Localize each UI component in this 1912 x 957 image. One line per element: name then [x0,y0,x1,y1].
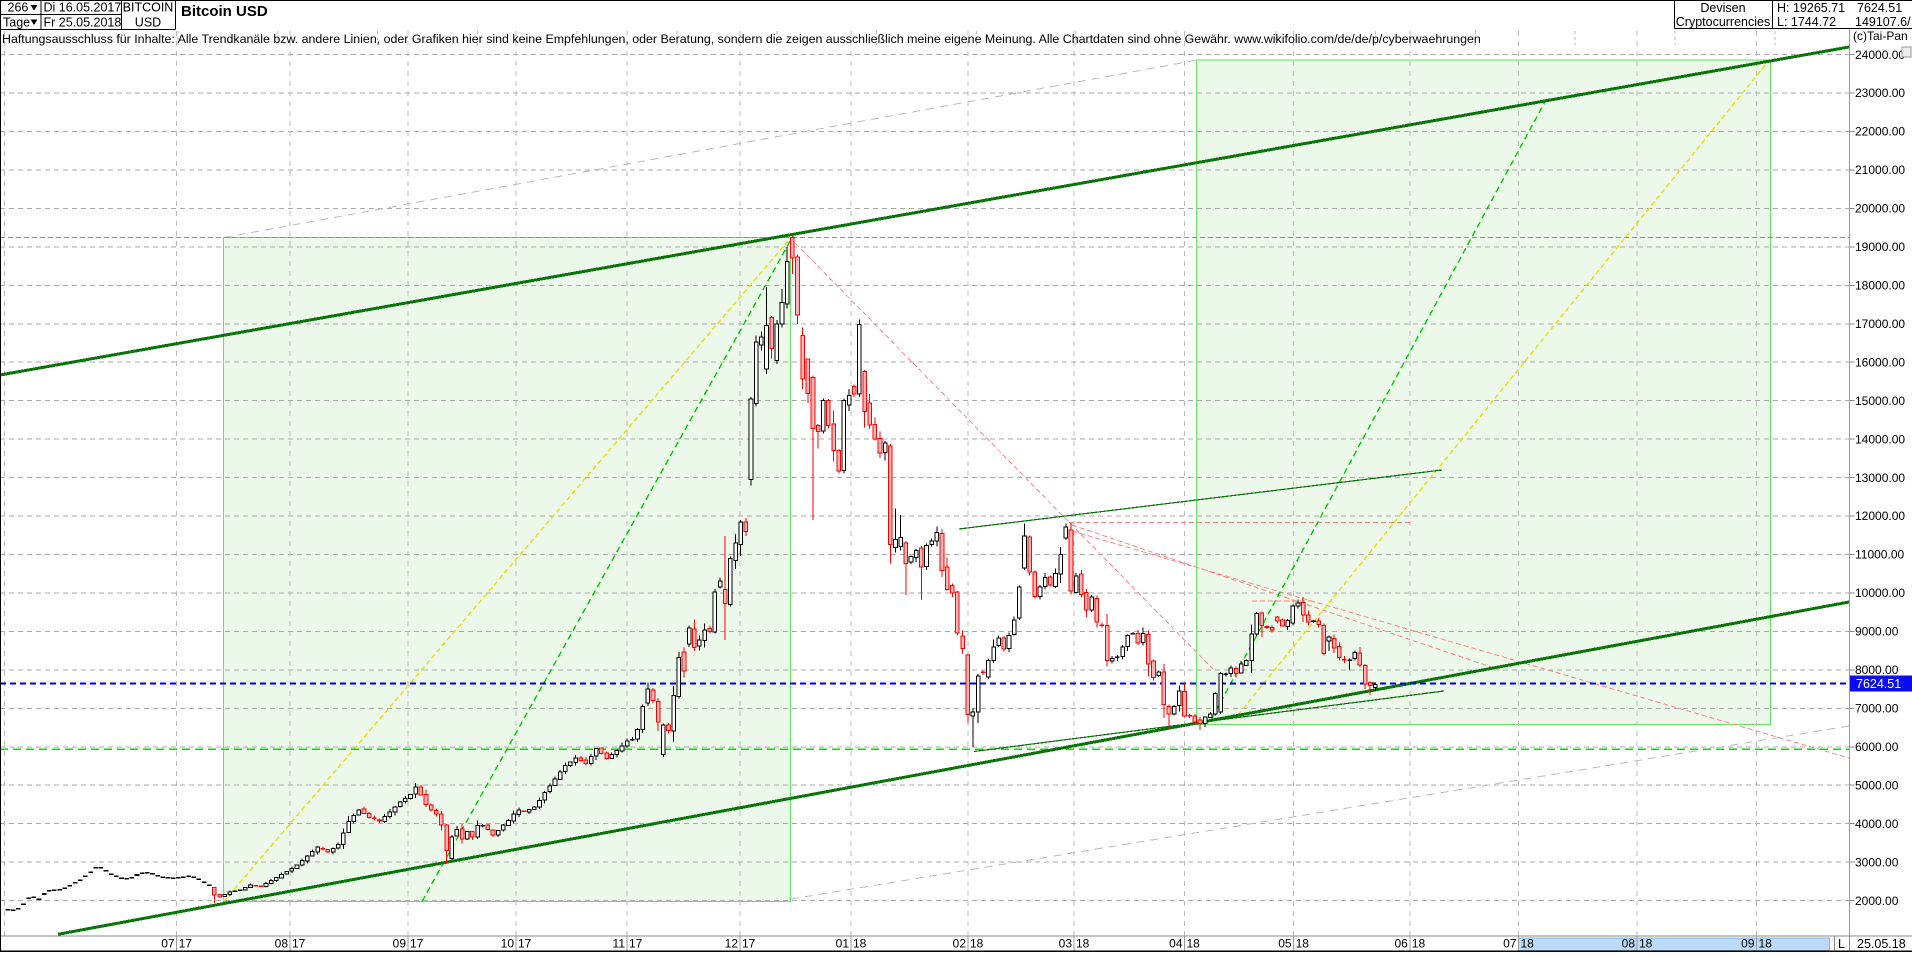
svg-text:Tage: Tage [3,16,30,30]
svg-text:17: 17 [179,937,193,951]
svg-text:17: 17 [410,937,424,951]
svg-text:17000.00: 17000.00 [1855,317,1905,331]
svg-text:6000.00: 6000.00 [1855,740,1899,754]
svg-text:23000.00: 23000.00 [1855,86,1905,100]
svg-text:08: 08 [275,937,289,951]
svg-text:09: 09 [1741,937,1755,951]
svg-text:18: 18 [970,937,984,951]
svg-text:22000.00: 22000.00 [1855,125,1905,139]
svg-text:10: 10 [501,937,515,951]
svg-text:18: 18 [1076,937,1090,951]
svg-text:01: 01 [836,937,850,951]
svg-text:5000.00: 5000.00 [1855,778,1899,792]
svg-text:3000.00: 3000.00 [1855,855,1899,869]
svg-text:H: 19265.71: H: 19265.71 [1777,1,1845,15]
svg-text:18: 18 [1187,937,1201,951]
svg-text:05: 05 [1278,937,1292,951]
svg-text:12: 12 [725,937,739,951]
svg-text:18: 18 [853,937,867,951]
svg-text:20000.00: 20000.00 [1855,202,1905,216]
svg-text:BITCOIN: BITCOIN [123,1,174,15]
svg-text:Devisen: Devisen [1700,1,1745,15]
svg-text:17: 17 [518,937,532,951]
svg-text:Di 16.05.2017: Di 16.05.2017 [44,1,122,15]
svg-text:18: 18 [1296,937,1310,951]
svg-text:08: 08 [1622,937,1636,951]
svg-text:Bitcoin USD: Bitcoin USD [181,3,268,20]
svg-text:24000.00: 24000.00 [1855,48,1905,62]
svg-text:03: 03 [1059,937,1073,951]
svg-text:02: 02 [953,937,967,951]
svg-text:12000.00: 12000.00 [1855,509,1905,523]
svg-text:14000.00: 14000.00 [1855,432,1905,446]
svg-text:USD: USD [135,16,161,30]
svg-text:(c)Tai-Pan: (c)Tai-Pan [1853,29,1908,43]
svg-text:16000.00: 16000.00 [1855,355,1905,369]
svg-text:L: L [1838,937,1845,951]
svg-text:18: 18 [1639,937,1653,951]
svg-text:19000.00: 19000.00 [1855,240,1905,254]
svg-text:8000.00: 8000.00 [1855,663,1899,677]
svg-text:7624.51: 7624.51 [1856,677,1901,691]
svg-text:04: 04 [1169,937,1183,951]
svg-text:18000.00: 18000.00 [1855,279,1905,293]
svg-text:07: 07 [161,937,175,951]
svg-text:06: 06 [1394,937,1408,951]
svg-text:18: 18 [1759,937,1773,951]
svg-text:Fr 25.05.2018: Fr 25.05.2018 [44,16,122,30]
svg-text:21000.00: 21000.00 [1855,163,1905,177]
svg-text:15000.00: 15000.00 [1855,394,1905,408]
svg-text:Haftungsausschluss für Inhalte: Haftungsausschluss für Inhalte: Alle Tre… [2,32,1481,46]
svg-text:Cryptocurrencies: Cryptocurrencies [1676,15,1770,29]
svg-text:13000.00: 13000.00 [1855,471,1905,485]
svg-text:9000.00: 9000.00 [1855,625,1899,639]
svg-text:17: 17 [292,937,306,951]
svg-text:266: 266 [8,1,29,15]
svg-text:149107.6/: 149107.6/ [1855,15,1911,29]
svg-text:7624.51: 7624.51 [1857,1,1902,15]
svg-text:25.05.18: 25.05.18 [1857,937,1906,951]
svg-text:17: 17 [629,937,643,951]
svg-text:07: 07 [1503,937,1517,951]
svg-text:09: 09 [393,937,407,951]
svg-text:18: 18 [1412,937,1426,951]
svg-text:L: 1744.72: L: 1744.72 [1777,15,1836,29]
svg-text:17: 17 [742,937,756,951]
svg-text:2000.00: 2000.00 [1855,894,1899,908]
svg-text:11000.00: 11000.00 [1855,548,1904,562]
svg-text:11: 11 [613,937,626,951]
svg-text:4000.00: 4000.00 [1855,817,1899,831]
svg-text:18: 18 [1521,937,1535,951]
svg-text:10000.00: 10000.00 [1855,586,1905,600]
svg-text:7000.00: 7000.00 [1855,702,1899,716]
